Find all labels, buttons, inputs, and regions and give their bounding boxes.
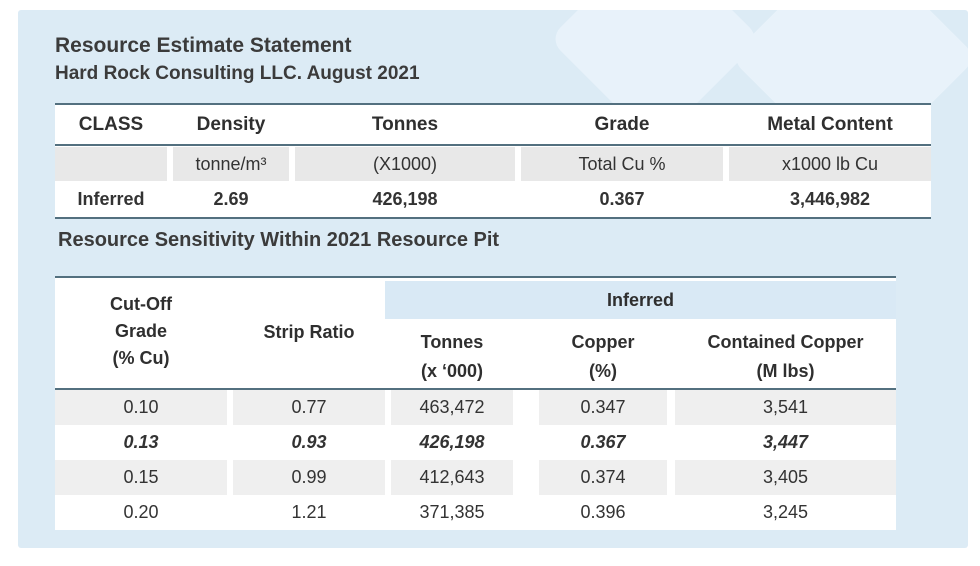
cutoff-header-line: (% Cu) bbox=[112, 348, 170, 368]
estimate-header-tonnes: Tonnes bbox=[371, 114, 439, 135]
estimate-header-class: CLASS bbox=[78, 114, 144, 135]
estimate-header-row: CLASS Density Tonnes Grade Metal Content bbox=[55, 105, 931, 144]
units-cell: (X1000) bbox=[295, 147, 515, 181]
units-cell: x1000 lb Cu bbox=[729, 147, 931, 181]
table-rule-bottom bbox=[55, 217, 931, 219]
sensitivity-row: 0.15 0.99 412,643 0.374 3,405 bbox=[55, 460, 896, 495]
subheader-line: (x ‘000) bbox=[420, 361, 484, 381]
cell-copper: 0.396 bbox=[580, 502, 626, 522]
subheader-line: Contained Copper bbox=[707, 332, 864, 352]
cell-copper: 0.367 bbox=[580, 432, 626, 452]
cell-cutoff: 0.10 bbox=[55, 390, 227, 425]
page-subtitle: Hard Rock Consulting LLC. August 2021 bbox=[55, 63, 420, 84]
page-title: Resource Estimate Statement bbox=[55, 34, 352, 57]
cell-contained-copper: 3,447 bbox=[762, 432, 809, 452]
inferred-group-header: Inferred bbox=[385, 281, 896, 319]
cell-strip-ratio: 0.99 bbox=[233, 460, 385, 495]
cell-cutoff: 0.20 bbox=[123, 502, 159, 522]
cell-copper: 0.374 bbox=[539, 460, 667, 495]
cell-tonnes: 426,198 bbox=[419, 432, 485, 452]
estimate-header-density: Density bbox=[196, 114, 266, 135]
subheader-line: Tonnes bbox=[420, 332, 484, 352]
units-cell: Total Cu % bbox=[521, 147, 723, 181]
estimate-data-row: Inferred 2.69 426,198 0.367 3,446,982 bbox=[55, 182, 931, 217]
subheader-line: (%) bbox=[589, 361, 617, 381]
copper-subheader: Copper (%) bbox=[539, 328, 667, 386]
units-cell: tonne/m³ bbox=[173, 147, 289, 181]
estimate-cell-class: Inferred bbox=[77, 189, 145, 209]
estimate-header-grade: Grade bbox=[594, 114, 650, 135]
estimate-cell-grade: 0.367 bbox=[599, 189, 645, 209]
estimate-cell-metal-content: 3,446,982 bbox=[789, 189, 871, 209]
cutoff-grade-header: Cut-Off Grade (% Cu) bbox=[55, 291, 227, 372]
units-cell bbox=[55, 147, 167, 181]
estimate-units-row: tonne/m³ (X1000) Total Cu % x1000 lb Cu bbox=[55, 147, 931, 181]
cell-contained-copper: 3,245 bbox=[762, 502, 809, 522]
cutoff-header-line: Grade bbox=[114, 321, 168, 341]
cell-strip-ratio: 0.77 bbox=[233, 390, 385, 425]
table-rule-top bbox=[55, 103, 931, 105]
cell-copper: 0.347 bbox=[539, 390, 667, 425]
sensitivity-row-emphasized: 0.13 0.93 426,198 0.367 3,447 bbox=[55, 425, 896, 460]
subheader-line: Copper bbox=[571, 332, 635, 352]
cell-tonnes: 412,643 bbox=[391, 460, 513, 495]
cell-contained-copper: 3,405 bbox=[675, 460, 896, 495]
strip-ratio-header: Strip Ratio bbox=[263, 322, 355, 342]
sensitivity-table: Inferred Cut-Off Grade (% Cu) Strip Rati… bbox=[55, 276, 896, 530]
cell-cutoff: 0.13 bbox=[123, 432, 159, 452]
table-rule-top bbox=[55, 276, 896, 278]
cutoff-header-line: Cut-Off bbox=[110, 294, 172, 314]
sensitivity-row: 0.20 1.21 371,385 0.396 3,245 bbox=[55, 495, 896, 530]
tonnes-subheader: Tonnes (x ‘000) bbox=[391, 328, 513, 386]
table-rule-mid bbox=[55, 388, 896, 390]
subheader-line: (M lbs) bbox=[756, 361, 815, 381]
sensitivity-title: Resource Sensitivity Within 2021 Resourc… bbox=[58, 229, 500, 251]
resource-estimate-table: CLASS Density Tonnes Grade Metal Content… bbox=[55, 103, 931, 219]
cell-contained-copper: 3,541 bbox=[675, 390, 896, 425]
cell-cutoff: 0.15 bbox=[55, 460, 227, 495]
estimate-cell-density: 2.69 bbox=[213, 189, 249, 209]
sensitivity-header-block: Inferred Cut-Off Grade (% Cu) Strip Rati… bbox=[55, 278, 896, 388]
contained-copper-subheader: Contained Copper (M lbs) bbox=[675, 328, 896, 386]
estimate-cell-tonnes: 426,198 bbox=[372, 189, 438, 209]
cell-tonnes: 463,472 bbox=[391, 390, 513, 425]
cell-tonnes: 371,385 bbox=[419, 502, 485, 522]
cell-strip-ratio: 1.21 bbox=[291, 502, 327, 522]
sensitivity-row: 0.10 0.77 463,472 0.347 3,541 bbox=[55, 390, 896, 425]
estimate-header-metal-content: Metal Content bbox=[767, 114, 893, 135]
cell-strip-ratio: 0.93 bbox=[291, 432, 327, 452]
table-rule-mid bbox=[55, 144, 931, 146]
